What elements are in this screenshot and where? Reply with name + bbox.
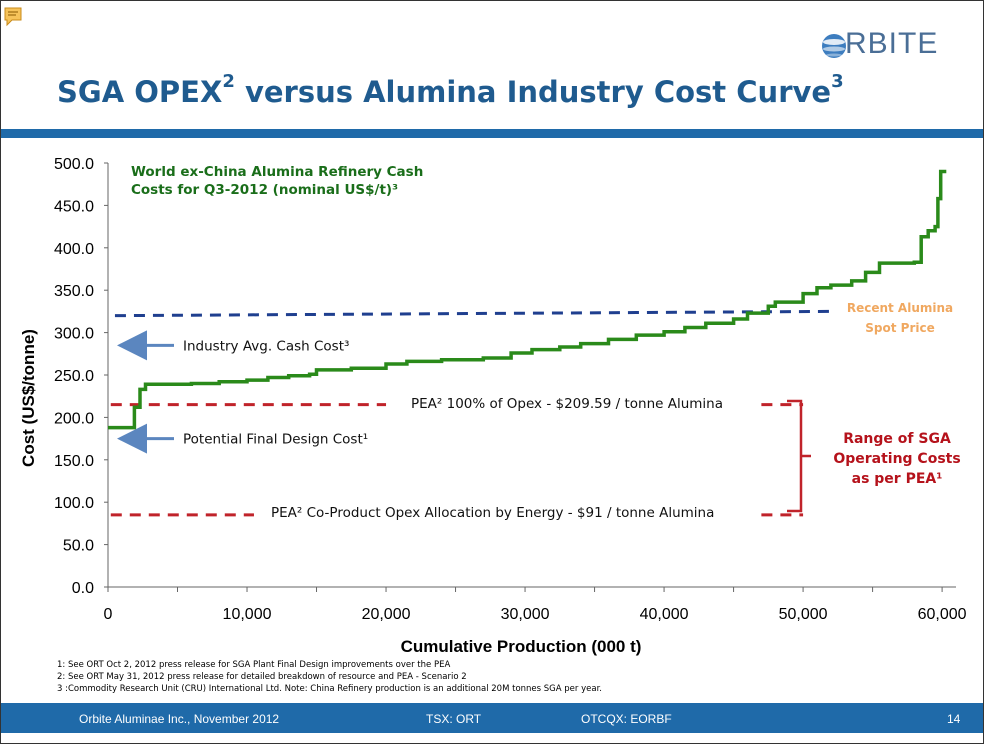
spot-price-label-line2: Spot Price — [865, 321, 934, 335]
title-part1: SGA OPEX — [57, 75, 223, 109]
title-part2: versus Alumina Industry Cost Curve — [234, 75, 832, 109]
cost-curve-line — [108, 169, 947, 430]
logo-text: RBITE — [845, 27, 939, 60]
orbite-logo: RBITE — [821, 27, 951, 65]
y-tick-label: 300.0 — [54, 326, 94, 343]
spot-price-label-line1: Recent Alumina — [847, 301, 953, 315]
x-axis-label: Cumulative Production (000 t) — [401, 637, 642, 656]
footnote-1: 1: See ORT Oct 2, 2012 press release for… — [57, 660, 451, 670]
title-sup2: 3 — [831, 71, 844, 93]
x-tick-label: 10,000 — [223, 606, 272, 623]
y-tick-label: 350.0 — [54, 283, 94, 300]
x-tick-label: 30,000 — [501, 606, 550, 623]
footer-bar: Orbite Aluminae Inc., November 2012 TSX:… — [1, 703, 983, 733]
industry-avg-label: Industry Avg. Cash Cost³ — [183, 338, 349, 354]
range-label-line1: Range of SGA — [843, 431, 951, 447]
reference-lines — [110, 309, 831, 517]
x-tick-label: 0 — [104, 606, 113, 623]
series-layer — [108, 169, 947, 430]
y-tick-label: 50.0 — [63, 538, 94, 555]
pea-100-label: PEA² 100% of Opex - $209.59 / tonne Alum… — [411, 396, 723, 412]
x-tick-label: 60,000 — [918, 606, 967, 623]
footnote-2: 2: See ORT May 31, 2012 press release fo… — [57, 672, 467, 682]
footer-tsx: TSX: ORT — [426, 712, 482, 726]
range-bracket — [787, 399, 811, 513]
footnote-3: 3 :Commodity Research Unit (CRU) Interna… — [57, 684, 602, 694]
cost-curve-chart: 0.0 50.0 100.0 150.0 200.0 250.0 300.0 350.0 400… — [19, 156, 967, 656]
pea-energy-label: PEA² Co-Product Opex Allocation by Energ… — [271, 505, 714, 521]
x-tick-label: 50,000 — [779, 606, 828, 623]
inset-title-line2: Costs for Q3-2012 (nominal US$/t)³ — [131, 182, 398, 198]
x-tick-label: 40,000 — [640, 606, 689, 623]
footer-otc: OTCQX: EORBF — [581, 712, 672, 726]
y-tick-label: 0.0 — [72, 580, 94, 597]
comment-icon[interactable] — [3, 5, 23, 29]
range-label-line2: Operating Costs — [833, 451, 960, 467]
y-tick-label: 250.0 — [54, 368, 94, 385]
footnotes: 1: See ORT Oct 2, 2012 press release for… — [57, 659, 602, 695]
annotations-layer: World ex-China Alumina Refinery Cash Cos… — [117, 164, 961, 521]
y-tick-label: 450.0 — [54, 198, 94, 215]
y-tick-label: 150.0 — [54, 453, 94, 470]
chart-axes: 0.0 50.0 100.0 150.0 200.0 250.0 300.0 350.0 400… — [54, 156, 967, 623]
footer-company: Orbite Aluminae Inc., November 2012 — [79, 712, 280, 726]
y-tick-label: 400.0 — [54, 241, 94, 258]
final-design-label: Potential Final Design Cost¹ — [183, 432, 368, 448]
inset-title-line1: World ex-China Alumina Refinery Cash — [131, 164, 423, 180]
y-tick-label: 200.0 — [54, 410, 94, 427]
y-axis-label: Cost (US$/tonne) — [19, 329, 38, 467]
footer-page-number: 14 — [947, 712, 961, 726]
range-label-line3: as per PEA¹ — [852, 471, 943, 487]
x-tick-label: 20,000 — [362, 606, 411, 623]
reference-line — [114, 309, 831, 318]
title-sup1: 2 — [222, 71, 235, 93]
y-tick-label: 100.0 — [54, 495, 94, 512]
title-divider-bar — [1, 129, 983, 138]
page-title: SGA OPEX2 versus Alumina Industry Cost C… — [57, 71, 844, 109]
y-tick-label: 500.0 — [54, 156, 94, 173]
orbite-globe-logo — [822, 34, 846, 58]
